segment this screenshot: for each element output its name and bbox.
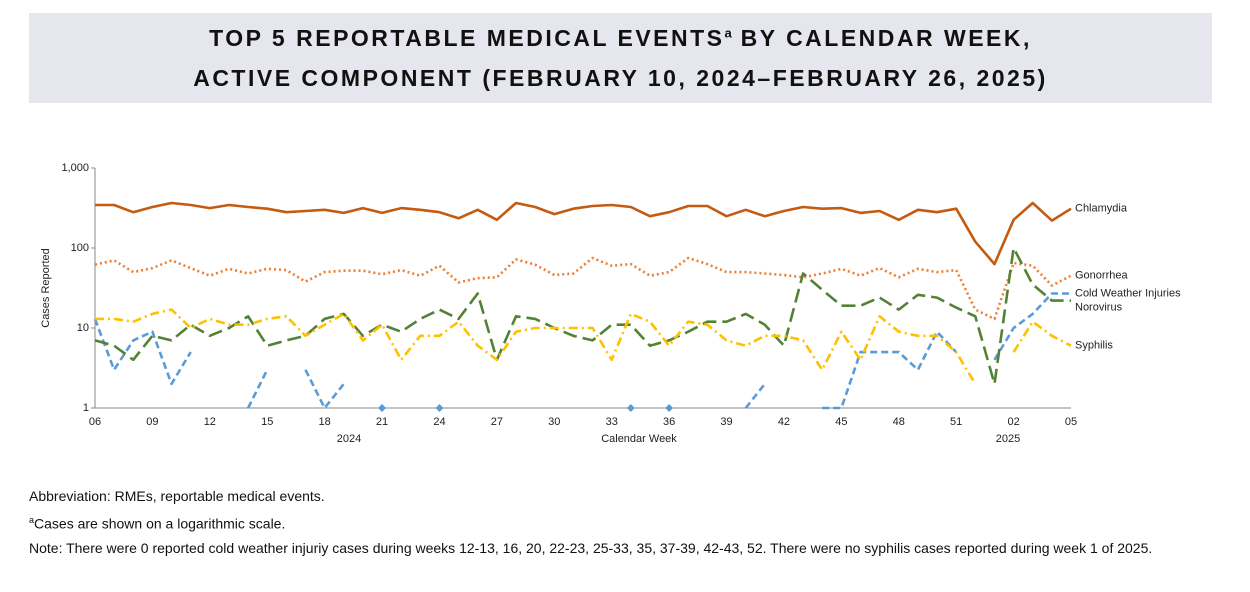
series-label: Syphilis (1075, 340, 1113, 352)
header: TOP 5 REPORTABLE MEDICAL EVENTSa BY CALE… (29, 13, 1212, 103)
x-tick-label: 42 (778, 416, 790, 428)
series-line (94, 256, 1072, 321)
chart: Cases Reported Calendar Week 1 10 100 1,000… (40, 162, 1181, 445)
footnotes: Abbreviation: RMEs, reportable medical e… (29, 488, 1219, 564)
title-marker: a (724, 25, 732, 41)
y-tick-label: 1 (83, 402, 89, 414)
x-tick-label: 48 (893, 416, 905, 428)
x-tick-label: 30 (548, 416, 560, 428)
log-note: aCases are shown on a logarithmic scale. (29, 512, 1219, 533)
x-tick-label: 15 (261, 416, 273, 428)
footnote-marker: a (29, 515, 35, 525)
isolated-point (435, 404, 444, 412)
x-tick-label: 45 (835, 416, 847, 428)
x-tick-label: 51 (950, 416, 962, 428)
x-axis-label: Calendar Week (601, 433, 677, 445)
x-tick-label: 02 (1007, 416, 1019, 428)
series-line (94, 246, 1071, 386)
year-label: 2025 (996, 433, 1020, 445)
log-note-text: Cases are shown on a logarithmic scale. (34, 515, 286, 532)
isolated-point (665, 404, 674, 412)
series-label: Norovirus (1075, 301, 1123, 313)
x-tick-label: 36 (663, 416, 675, 428)
y-tick-label: 1,000 (61, 162, 89, 174)
x-tick-label: 12 (204, 416, 216, 428)
year-label: 2024 (337, 433, 361, 445)
x-tick-label: 27 (491, 416, 503, 428)
y-tick-label: 100 (71, 242, 89, 254)
title-line-1: TOP 5 REPORTABLE MEDICAL EVENTSa BY CALE… (29, 25, 1212, 52)
x-tick-label: 06 (89, 416, 101, 428)
x-tick-label: 09 (146, 416, 158, 428)
series-line (93, 292, 1071, 410)
abbreviation: Abbreviation: RMEs, reportable medical e… (29, 488, 325, 504)
note: Note: There were 0 reported cold weather… (29, 539, 1153, 556)
x-tick-label: 33 (606, 416, 618, 428)
x-tick-label: 39 (720, 416, 732, 428)
title-text: BY CALENDAR WEEK, (740, 25, 1032, 51)
series-label: Chlamydia (1075, 203, 1128, 215)
x-tick-label: 05 (1065, 416, 1077, 428)
series-label: Gonorrhea (1075, 270, 1128, 282)
series-label: Cold Weather Injuries (1075, 287, 1181, 299)
isolated-point (378, 404, 387, 412)
y-tick-label: 10 (77, 322, 89, 334)
title-text: TOP 5 REPORTABLE MEDICAL EVENTS (209, 25, 725, 51)
x-tick-label: 18 (319, 416, 331, 428)
title-text: ACTIVE COMPONENT (FEBRUARY 10, 2024–FEBR… (193, 65, 1048, 91)
x-tick-label: 24 (433, 416, 445, 428)
x-tick-label: 21 (376, 416, 388, 428)
title-line-2: ACTIVE COMPONENT (FEBRUARY 10, 2024–FEBR… (29, 65, 1212, 92)
series-line (95, 201, 1072, 266)
series-line (95, 308, 1072, 385)
y-axis-label: Cases Reported (40, 248, 52, 328)
isolated-point (626, 404, 635, 412)
